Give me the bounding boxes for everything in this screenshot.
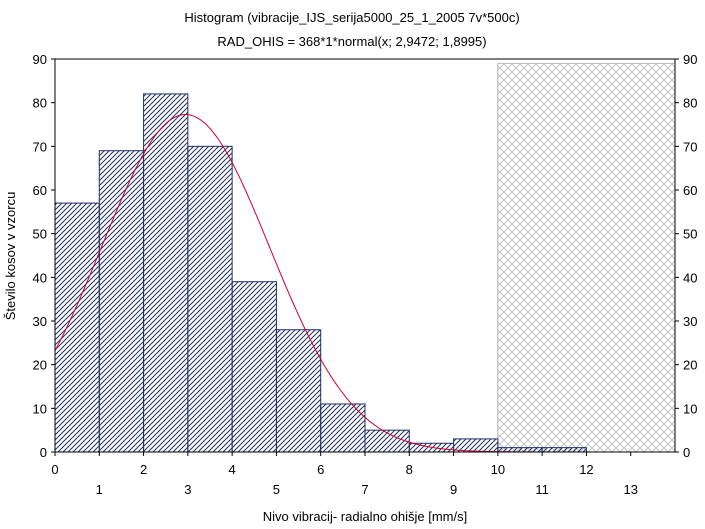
x-tick-label: 12	[579, 462, 593, 477]
y-tick-label-left: 0	[40, 445, 47, 460]
y-tick-label-left: 80	[33, 96, 47, 111]
x-tick-label: 7	[361, 482, 368, 497]
shaded-region	[497, 62, 676, 453]
y-tick-label-left: 40	[33, 270, 47, 285]
y-tick-label-right: 60	[683, 183, 697, 198]
y-tick-label-left: 90	[33, 52, 47, 67]
y-tick-label-right: 20	[683, 358, 697, 373]
bars-layer	[54, 93, 587, 453]
y-tick-label-left: 60	[33, 183, 47, 198]
y-tick-label-left: 10	[33, 401, 47, 416]
y-tick-label-left: 30	[33, 314, 47, 329]
y-tick-label-right: 0	[683, 445, 690, 460]
histogram-bar-5	[275, 329, 322, 453]
y-tick-label-right: 30	[683, 314, 697, 329]
x-tick-label: 6	[317, 462, 324, 477]
y-tick-label-left: 50	[33, 227, 47, 242]
y-axis-label: Število kosov v vzorcu	[3, 192, 18, 321]
chart-title: Histogram (vibracije_IJS_serija5000_25_1…	[184, 10, 519, 25]
x-tick-label: 5	[273, 482, 280, 497]
x-tick-label: 3	[184, 482, 191, 497]
y-tick-label-right: 80	[683, 96, 697, 111]
histogram-bar-0	[54, 202, 100, 453]
x-tick-label: 4	[229, 462, 236, 477]
y-tick-label-right: 90	[683, 52, 697, 67]
histogram-bar-11	[541, 447, 587, 453]
x-tick-label: 0	[51, 462, 58, 477]
x-tick-label: 13	[623, 482, 637, 497]
y-tick-label-right: 40	[683, 270, 697, 285]
x-tick-label: 8	[406, 462, 413, 477]
histogram-bar-2	[143, 93, 189, 453]
y-tick-label-left: 20	[33, 358, 47, 373]
x-axis-label: Nivo vibracij- radialno ohišje [mm/s]	[263, 509, 467, 524]
histogram-bar-3	[187, 145, 233, 453]
x-tick-label: 2	[140, 462, 147, 477]
histogram-bar-1	[98, 150, 145, 453]
chart-subtitle: RAD_OHIS = 368*1*normal(x; 2,9472; 1,899…	[217, 34, 486, 49]
x-tick-label: 9	[450, 482, 457, 497]
x-tick-label: 1	[96, 482, 103, 497]
y-tick-label-left: 70	[33, 139, 47, 154]
x-tick-label: 11	[535, 482, 549, 497]
histogram-bar-4	[231, 281, 277, 453]
y-tick-label-right: 10	[683, 401, 697, 416]
y-tick-label-right: 50	[683, 227, 697, 242]
shaded-region-layer	[497, 62, 676, 453]
x-tick-label: 10	[491, 462, 505, 477]
y-tick-label-right: 70	[683, 139, 697, 154]
